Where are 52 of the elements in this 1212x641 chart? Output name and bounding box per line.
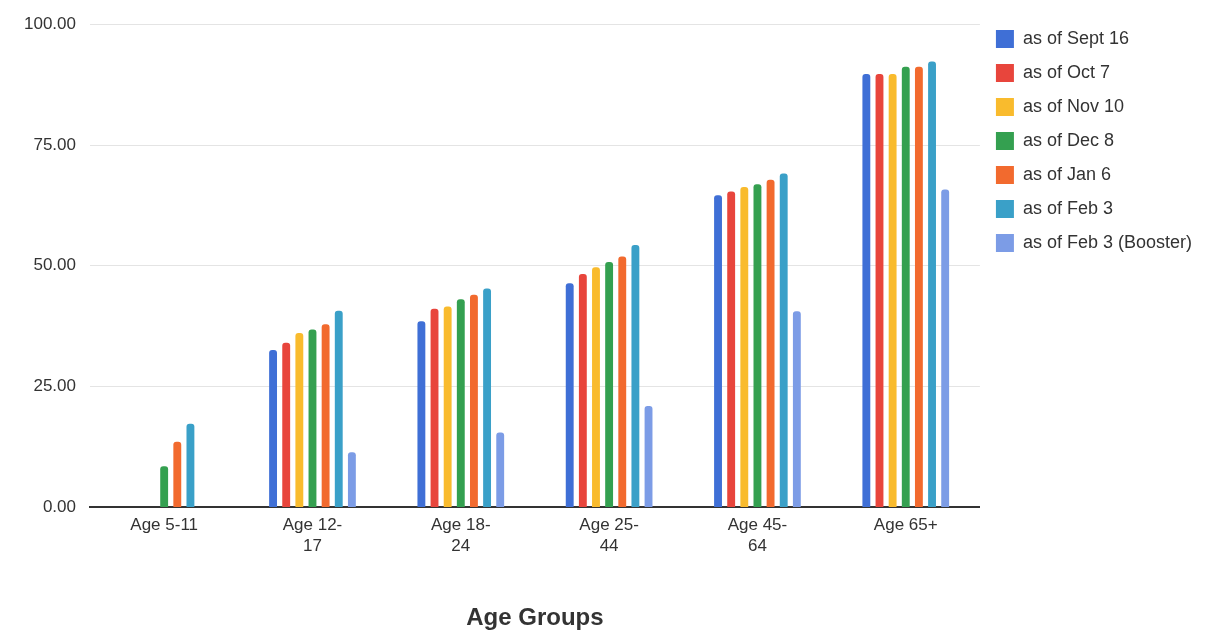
bar bbox=[496, 432, 505, 507]
bar bbox=[605, 261, 614, 507]
bar bbox=[282, 342, 291, 507]
bar bbox=[160, 466, 169, 507]
bar bbox=[914, 66, 923, 507]
bar bbox=[269, 349, 278, 507]
y-tick-label: 25.00 bbox=[33, 376, 76, 396]
bar bbox=[565, 283, 574, 507]
bar bbox=[186, 423, 195, 507]
legend-label: as of Sept 16 bbox=[1022, 27, 1129, 48]
bar bbox=[766, 179, 775, 507]
bar bbox=[727, 191, 736, 507]
y-tick-label: 100.00 bbox=[24, 13, 76, 33]
bar bbox=[417, 321, 426, 507]
x-axis-title: Age Groups bbox=[466, 603, 604, 631]
bar bbox=[347, 452, 356, 507]
bar bbox=[618, 256, 627, 507]
bar bbox=[578, 274, 587, 507]
legend-label: as of Nov 10 bbox=[1022, 95, 1124, 116]
bar bbox=[592, 267, 600, 507]
bar bbox=[862, 73, 871, 507]
bar bbox=[714, 195, 722, 507]
bar bbox=[470, 294, 478, 507]
y-tick-label: 75.00 bbox=[33, 134, 76, 154]
x-tick-label: Age 65+ bbox=[873, 515, 938, 535]
bar bbox=[901, 66, 910, 507]
x-tick-label: Age 18-24 bbox=[431, 515, 491, 555]
x-tick-label: Age 45-64 bbox=[727, 515, 788, 555]
bar bbox=[334, 310, 343, 507]
bar bbox=[779, 173, 788, 507]
legend-label: as of Dec 8 bbox=[1022, 129, 1114, 150]
bar bbox=[321, 324, 330, 507]
bar bbox=[941, 189, 950, 507]
bar bbox=[792, 311, 801, 507]
bar bbox=[483, 288, 492, 507]
bar bbox=[456, 299, 465, 507]
bar bbox=[888, 73, 897, 507]
legend-label: as of Jan 6 bbox=[1022, 163, 1111, 184]
bar bbox=[631, 245, 640, 507]
x-tick-label: Age 25-44 bbox=[579, 515, 639, 555]
bar bbox=[740, 187, 749, 507]
legend-label: as of Feb 3 bbox=[1022, 197, 1113, 218]
legend-label: as of Oct 7 bbox=[1022, 61, 1110, 82]
y-tick-label: 0.00 bbox=[42, 497, 76, 517]
bar bbox=[295, 332, 304, 507]
bar bbox=[173, 441, 182, 507]
bar bbox=[928, 61, 936, 507]
bar bbox=[443, 306, 452, 507]
y-tick-label: 50.00 bbox=[33, 255, 76, 275]
x-tick-label: Age 12-17 bbox=[282, 515, 343, 555]
x-tick-label: Age 5-11 bbox=[130, 515, 199, 535]
legend-label: as of Feb 3 (Booster) bbox=[1022, 231, 1192, 252]
